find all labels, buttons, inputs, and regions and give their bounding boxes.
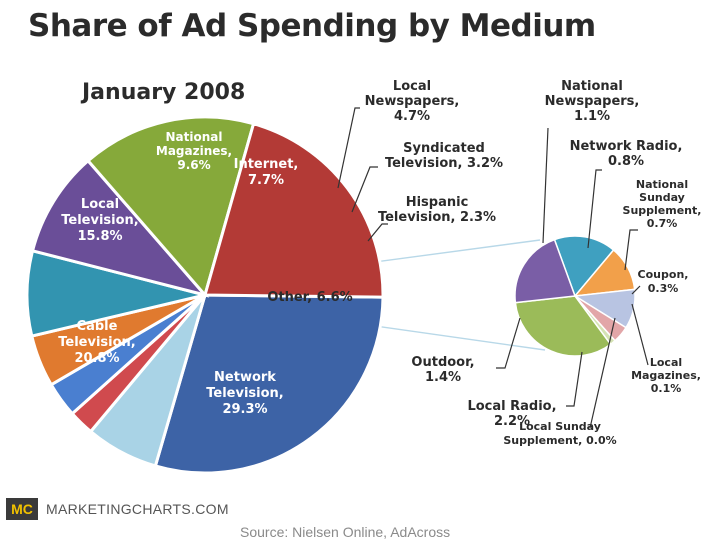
leader-line-outdoor xyxy=(496,317,521,369)
pie-slice-national-magazines xyxy=(30,158,210,298)
slice-label-internet: Internet, 7.7% xyxy=(234,157,299,188)
slice-label-syndicated-television: Syndicated Television, 3.2% xyxy=(385,141,503,171)
slice-label-local-television: Local Television, 15.8% xyxy=(61,197,138,244)
leader-line-local-radio xyxy=(566,351,583,407)
slice-label-local-magazines: Local Magazines, 0.1% xyxy=(631,356,701,395)
slice-label-hispanic-television: Hispanic Television, 2.3% xyxy=(378,195,496,225)
pie-slice-national-newspapers xyxy=(553,235,615,298)
slice-label-local-radio: Local Radio, 2.2% xyxy=(467,399,556,429)
slice-label-coupon: Coupon, 0.3% xyxy=(638,268,689,295)
leader-line-local-sunday-supplement xyxy=(589,317,616,429)
pie-slice-cable-television xyxy=(203,121,385,299)
brand-bar: MC MARKETINGCHARTS.COM xyxy=(6,498,229,520)
slice-label-national-magazines: National Magazines, 9.6% xyxy=(156,130,232,172)
pie-slice-network-television xyxy=(153,293,385,475)
slice-label-network-radio: Network Radio, 0.8% xyxy=(570,139,683,169)
leader-line-coupon xyxy=(631,285,641,295)
slice-label-national-sunday-supplement: National Sunday Supplement, 0.7% xyxy=(623,178,702,230)
pie-slice-local-television xyxy=(85,115,256,299)
leader-line-network-radio xyxy=(587,169,602,249)
source-note: Source: Nielsen Online, AdAcross xyxy=(240,524,451,540)
slice-label-local-newspapers: Local Newspapers, 4.7% xyxy=(365,79,460,124)
connector-line-bottom xyxy=(374,325,546,351)
leader-line-national-sunday-supplement xyxy=(624,229,638,271)
slice-label-outdoor: Outdoor, 1.4% xyxy=(411,355,474,385)
connector-line-top xyxy=(374,239,541,263)
chart-title: Share of Ad Spending by Medium xyxy=(28,8,596,44)
pie-slice-outdoor xyxy=(514,238,577,304)
slice-label-cable-television: Cable Television, 20.8% xyxy=(58,319,135,366)
slice-label-other: Other, 6.6% xyxy=(267,290,352,305)
slice-label-national-newspapers: National Newspapers, 1.1% xyxy=(545,79,640,124)
pie-slice-local-radio xyxy=(514,295,612,357)
leader-line-national-newspapers xyxy=(542,127,549,244)
leader-line-hispanic-television xyxy=(367,223,388,242)
slice-label-local-sunday-supplement: Local Sunday Supplement, 0.0% xyxy=(503,420,616,447)
mc-logo: MC xyxy=(6,498,38,520)
leader-line-syndicated-television xyxy=(351,166,378,213)
brand-site-name[interactable]: MARKETINGCHARTS.COM xyxy=(46,501,229,517)
chart-subtitle: January 2008 xyxy=(82,80,246,105)
leader-line-local-magazines xyxy=(631,303,649,366)
leader-line-local-newspapers xyxy=(337,107,360,189)
slice-label-network-television: Network Television, 29.3% xyxy=(206,370,283,417)
